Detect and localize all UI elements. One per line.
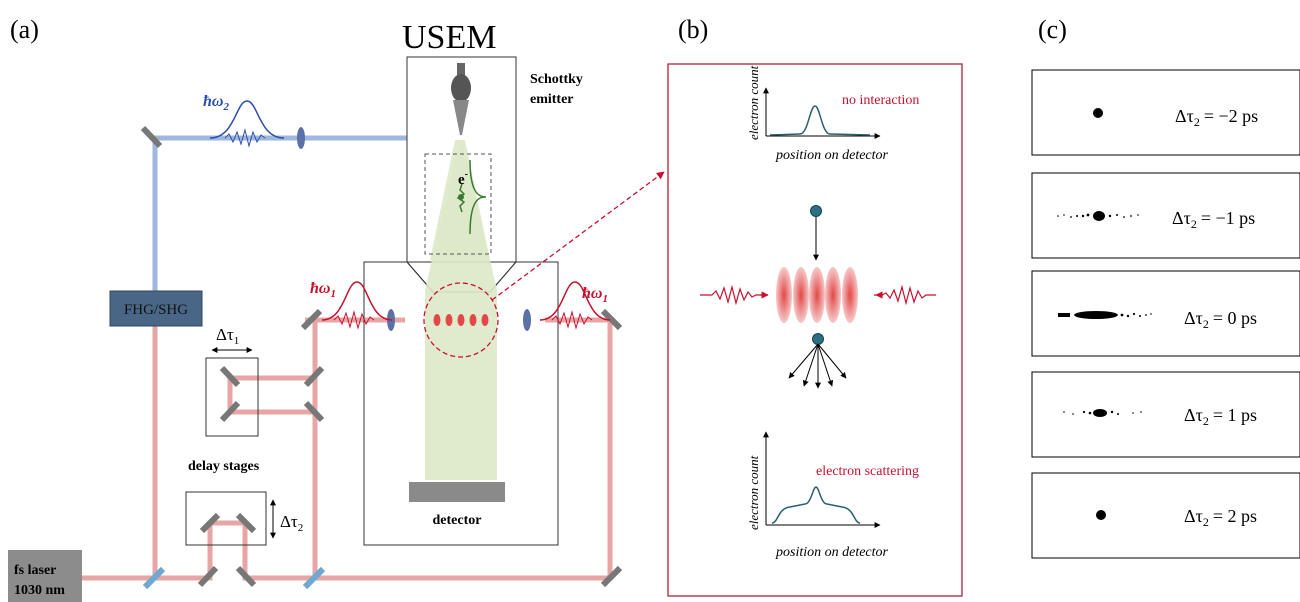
light-pulse-left bbox=[700, 284, 764, 306]
electron-pulse-envelope bbox=[469, 159, 487, 235]
detector bbox=[409, 482, 505, 502]
red-pulse-left bbox=[321, 281, 393, 330]
scattered-electron bbox=[812, 333, 824, 345]
top-graph-curve bbox=[769, 105, 871, 136]
fs-laser-box bbox=[8, 550, 82, 602]
fhg-shg-box bbox=[109, 290, 203, 327]
top-graph-status: no interaction bbox=[842, 93, 919, 108]
interaction-region bbox=[423, 282, 499, 358]
blue-beam bbox=[152, 135, 432, 300]
red-beam bbox=[30, 300, 613, 581]
delay-stages-label: delay stages bbox=[188, 459, 260, 474]
hw1-right-label: ħω1 bbox=[582, 285, 608, 305]
detector-image-4: Δτ2 = 1 ps bbox=[1031, 371, 1300, 458]
zoom-arrow bbox=[491, 171, 665, 301]
panel-b-label: (b) bbox=[678, 15, 708, 44]
usem-title: USEM bbox=[402, 19, 496, 56]
detector-image-5: Δτ2 = 2 ps bbox=[1031, 472, 1300, 559]
beam-splitters bbox=[142, 566, 326, 590]
electron-pulse-center bbox=[458, 194, 464, 200]
mirrors bbox=[140, 125, 623, 588]
bottom-graph-ylabel: electron count bbox=[746, 455, 761, 530]
delay-2-label: Δτ2 bbox=[280, 512, 303, 534]
scatter-arrows bbox=[788, 343, 847, 389]
laser-line2: 1030 nm bbox=[14, 583, 65, 598]
delay-1-label: Δτ1 bbox=[216, 325, 239, 347]
blue-pulse bbox=[209, 100, 285, 148]
laser-line1: fs laser bbox=[14, 563, 56, 578]
fhg-shg-label: FHG/SHG bbox=[124, 302, 188, 318]
detector-image-1: Δτ2 = −2 ps bbox=[1031, 69, 1300, 156]
top-graph-xlabel: position on detector bbox=[775, 148, 889, 163]
electron-pulse-wave bbox=[456, 183, 466, 213]
red-pulse-right bbox=[539, 281, 611, 330]
detector-image-2: Δτ2 = −1 ps bbox=[1031, 172, 1300, 259]
delay-stage-1-box bbox=[205, 357, 259, 437]
light-pulse-right bbox=[874, 284, 936, 306]
hw2-label: ħω2 bbox=[203, 93, 229, 113]
bottom-graph-xlabel: position on detector bbox=[775, 545, 889, 560]
detector-label: detector bbox=[433, 513, 482, 528]
bottom-graph-status: electron scattering bbox=[816, 464, 919, 479]
standing-wave-small bbox=[433, 314, 489, 326]
panel-b-frame bbox=[667, 63, 963, 597]
delay-row-4: Δτ2 = 1 ps bbox=[1184, 405, 1257, 428]
top-graph-axes bbox=[763, 87, 881, 139]
detector-image-3: Δτ2 = 0 ps bbox=[1031, 270, 1300, 357]
delay-stage-2-box bbox=[185, 491, 267, 546]
bottom-graph-axes bbox=[763, 431, 881, 528]
standing-wave-large bbox=[776, 267, 858, 323]
lenses bbox=[297, 127, 531, 331]
delay-row-3: Δτ2 = 0 ps bbox=[1184, 308, 1257, 331]
panel-a-label: (a) bbox=[10, 15, 39, 44]
schottky-label-2: emitter bbox=[530, 92, 574, 107]
delay-row-1: Δτ2 = −2 ps bbox=[1175, 106, 1258, 129]
delay-row-2: Δτ2 = −1 ps bbox=[1172, 208, 1255, 231]
bottom-graph-curve bbox=[771, 486, 861, 524]
electron-pulse-box bbox=[424, 153, 492, 255]
incoming-electron bbox=[810, 205, 822, 217]
schottky-emitter bbox=[451, 63, 471, 135]
top-graph-ylabel: electron count bbox=[746, 65, 761, 140]
hw1-left-label: ħω1 bbox=[310, 280, 336, 300]
panel-c-label: (c) bbox=[1038, 15, 1067, 44]
electron-label: e- bbox=[458, 169, 468, 188]
delay-row-5: Δτ2 = 2 ps bbox=[1184, 506, 1257, 529]
schottky-label-1: Schottky bbox=[530, 72, 583, 87]
